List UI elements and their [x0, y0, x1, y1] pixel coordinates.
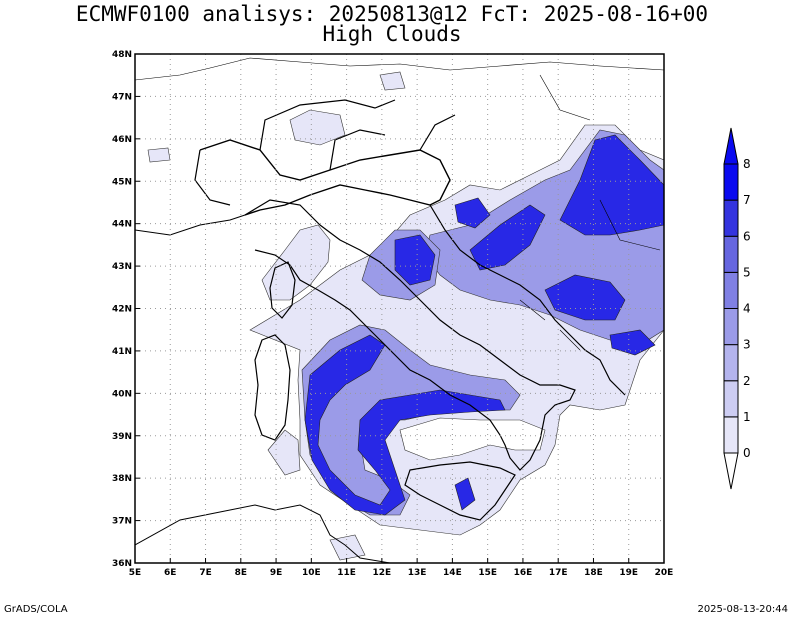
colorbar-label: 2: [743, 374, 751, 388]
cloud-clear-area: [399, 417, 546, 461]
coastlines: [135, 57, 664, 563]
cloud-region-dense-5: [394, 234, 436, 286]
cloud-region-dense-8: [454, 477, 476, 511]
lon-label: 12E: [373, 568, 392, 578]
lon-label: 17E: [549, 568, 568, 578]
lat-label: 37N: [112, 517, 132, 527]
map-title: ECMWF0100 analisys: 20250813@12 FcT: 202…: [75, 2, 709, 26]
cloud-region-light-3: [267, 429, 301, 476]
map-grid: [135, 54, 664, 563]
lon-label: 14E: [443, 568, 462, 578]
colorbar-segment: [723, 235, 739, 273]
colorbar: 0 1 2 3 4 5 6 7 8: [723, 127, 751, 490]
colorbar-label: 6: [743, 229, 751, 243]
colorbar-label: 7: [743, 193, 751, 207]
alpine-borders: [199, 139, 451, 216]
cloud-region-dense-2: [559, 134, 664, 236]
cloud-region-light-2: [261, 224, 331, 301]
lon-label: 19E: [619, 568, 638, 578]
lon-label: 7E: [199, 568, 211, 578]
lon-label: 20E: [655, 568, 674, 578]
cloud-region-dense-7: [609, 329, 656, 356]
region-borders: [194, 99, 456, 206]
colorbar-label: 0: [743, 446, 751, 460]
lat-label: 44N: [112, 220, 132, 230]
colorbar-label: 3: [743, 338, 751, 352]
lon-label: 18E: [584, 568, 603, 578]
lat-label: 40N: [112, 389, 132, 399]
colorbar-segment: [723, 344, 739, 382]
colorbar-segment: [723, 308, 739, 346]
colorbar-label: 8: [743, 157, 751, 171]
lat-label: 42N: [112, 305, 132, 315]
cloud-region-light-5: [147, 147, 171, 163]
lon-label: 8E: [235, 568, 247, 578]
lon-label: 6E: [164, 568, 176, 578]
lon-label: 13E: [408, 568, 427, 578]
lon-label: 10E: [302, 568, 321, 578]
lat-label: 39N: [112, 432, 132, 442]
footer-source: GrADS/COLA: [4, 604, 68, 615]
lat-label: 38N: [112, 474, 132, 484]
lon-label: 5E: [129, 568, 141, 578]
france-coastline: [135, 214, 246, 236]
lat-label: 41N: [112, 347, 132, 357]
colorbar-segment: [723, 271, 739, 309]
cloud-region-dense: [304, 334, 506, 516]
colorbar-top-arrow: [723, 127, 739, 165]
lon-label: 15E: [478, 568, 497, 578]
colorbar-segment: [723, 416, 739, 454]
sardinia-coastline: [254, 334, 291, 441]
colorbar-bottom-arrow: [723, 452, 739, 490]
italy-coastline: [244, 199, 576, 471]
cloud-region-dense-4: [469, 204, 546, 271]
cloud-region-light-7: [379, 71, 406, 91]
national-borders-thin: [135, 57, 664, 351]
colorbar-label: 4: [743, 302, 751, 316]
lat-label: 48N: [112, 50, 132, 60]
lat-label: 46N: [112, 135, 132, 145]
colorbar-segment: [723, 163, 739, 201]
cloud-region-light-6: [289, 109, 346, 146]
lon-label: 11E: [337, 568, 356, 578]
latitude-axis: 36N 37N 38N 39N 40N 41N 42N 43N 44N 45N 46N 47N 48N: [112, 50, 140, 569]
map-subtitle: High Clouds: [322, 22, 462, 46]
africa-coastline: [135, 504, 391, 563]
corsica-coastline: [269, 261, 296, 319]
lat-label: 43N: [112, 262, 132, 272]
lon-label: 16E: [514, 568, 533, 578]
colorbar-label: 5: [743, 265, 751, 279]
colorbar-label: 1: [743, 410, 751, 424]
balkan-coastline: [429, 204, 626, 396]
colorbar-segment: [723, 380, 739, 418]
lon-label: 9E: [270, 568, 282, 578]
longitude-axis: 5E 6E 7E 8E 9E 10E 11E 12E 13E 14E 15E 16E 17E 18E 19E…: [129, 558, 674, 578]
lat-label: 47N: [112, 92, 132, 102]
lat-label: 45N: [112, 177, 132, 187]
colorbar-segment: [723, 199, 739, 237]
footer-timestamp: 2025-08-13-20:44: [697, 604, 788, 615]
cloud-field: [147, 71, 664, 561]
lat-label: 36N: [112, 559, 132, 569]
sicily-coastline: [404, 461, 516, 521]
cloud-region-dense-6: [454, 197, 491, 229]
